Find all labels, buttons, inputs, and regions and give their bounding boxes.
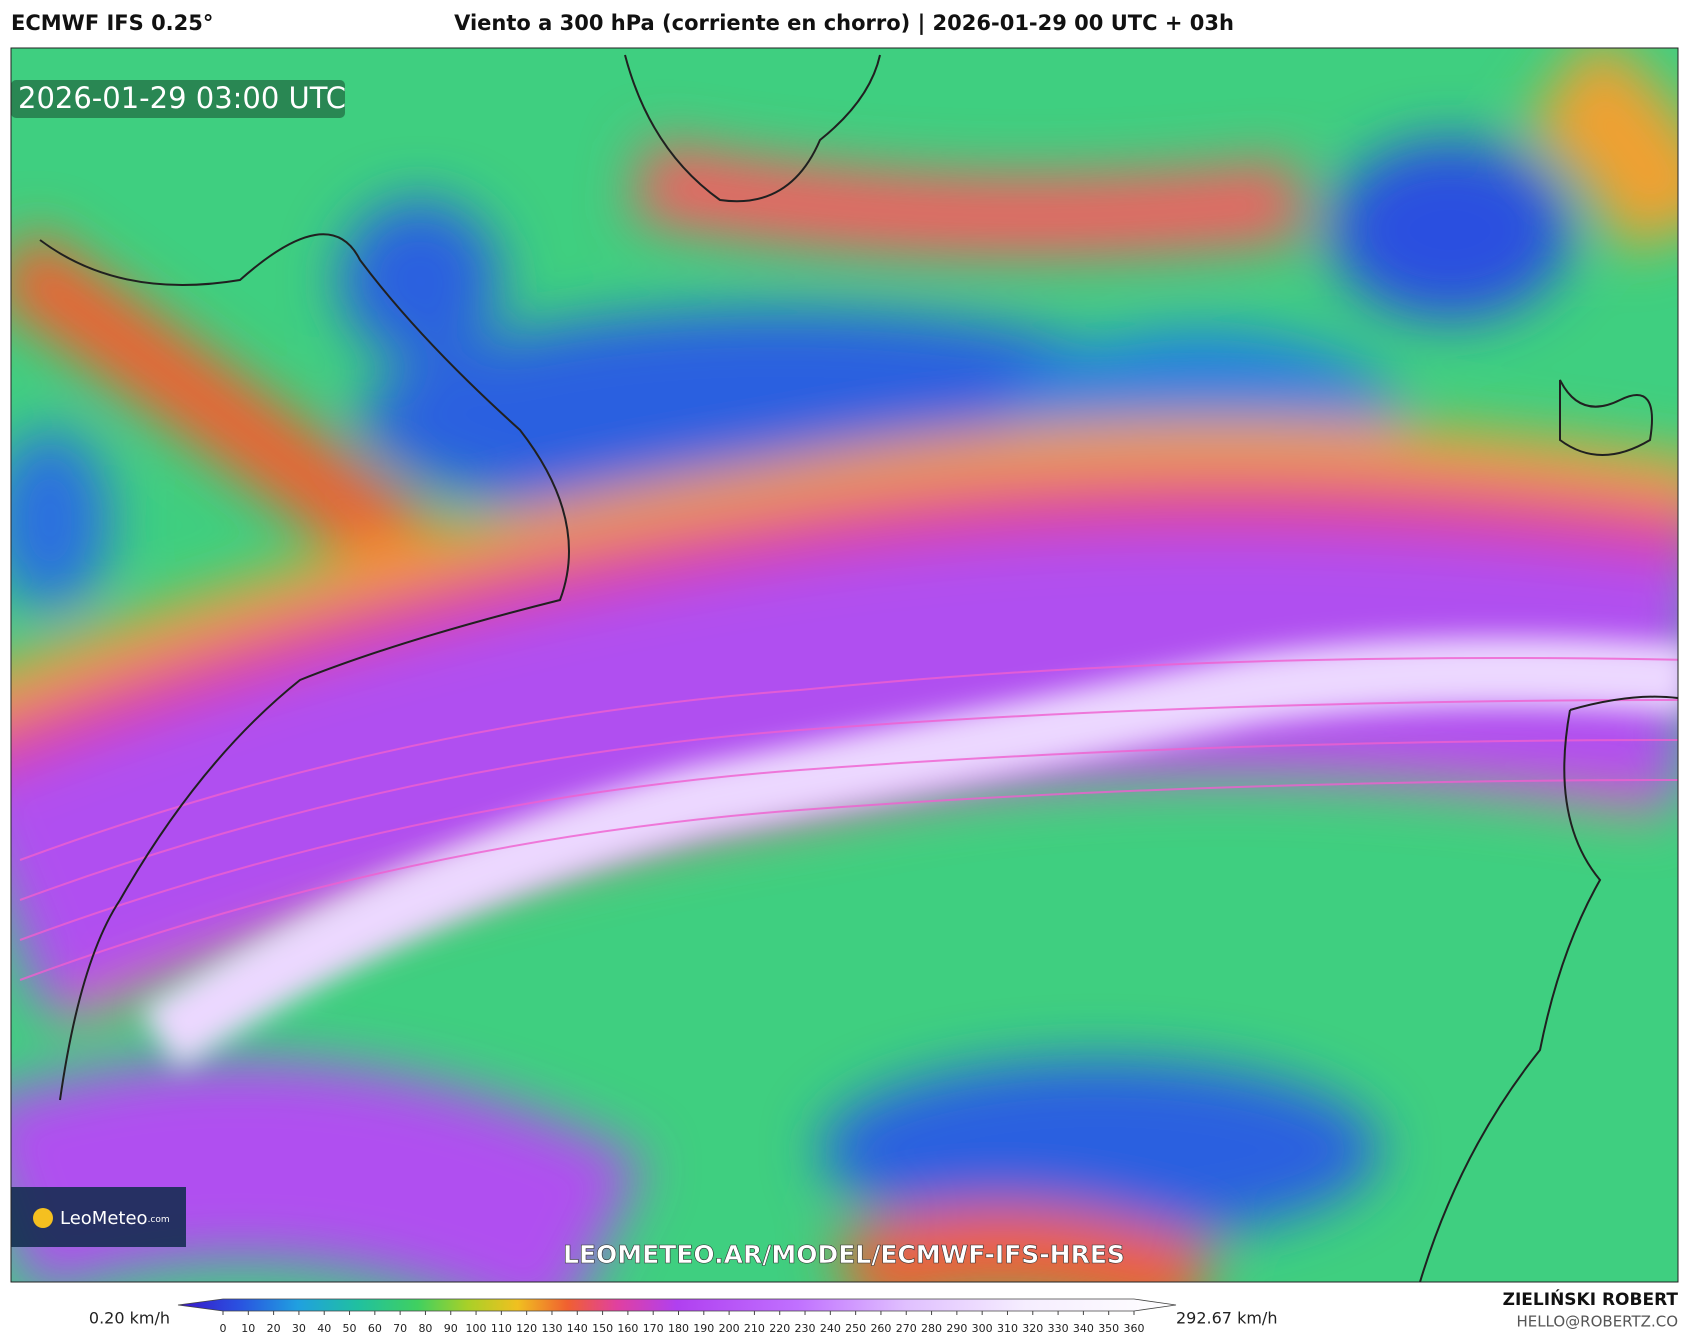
colorbar-tick-label: 170 (643, 1322, 664, 1335)
colorbar-tick-label: 360 (1124, 1322, 1145, 1335)
colorbar-tick-label: 150 (592, 1322, 613, 1335)
colorbar-min: 0.20 km/h (89, 1309, 170, 1328)
colorbar-tick-label: 0 (220, 1322, 227, 1335)
colorbar-tick-label: 230 (795, 1322, 816, 1335)
colorbar-tick-label: 160 (617, 1322, 638, 1335)
colorbar-tick-label: 300 (972, 1322, 993, 1335)
map-frame (10, 47, 1679, 1283)
timestamp: 2026-01-29 03:00 UTC (18, 81, 346, 115)
colorbar-tick-label: 80 (418, 1322, 432, 1335)
colorbar-tick-label: 30 (292, 1322, 306, 1335)
wind-shading (11, 48, 1678, 1282)
colorbar-max: 292.67 km/h (1176, 1309, 1277, 1328)
colorbar-tick-label: 10 (241, 1322, 255, 1335)
model-label: ECMWF IFS 0.25° (11, 11, 213, 35)
colorbar-tick-label: 260 (870, 1322, 891, 1335)
author: ZIELIŃSKI ROBERT (1503, 1288, 1679, 1310)
email: HELLO@ROBERTZ.CO (1516, 1313, 1678, 1331)
colorbar-tick-label: 90 (444, 1322, 458, 1335)
logo: LeoMeteo.com (60, 1208, 170, 1229)
colorbar-tick-label: 350 (1098, 1322, 1119, 1335)
colorbar-tick-label: 320 (1022, 1322, 1043, 1335)
wind-field: 2026-01-29 03:00 UTC LeoMeteo.com LEOMET… (11, 48, 1678, 1282)
colorbar-tick-label: 60 (368, 1322, 382, 1335)
coastlines (39, 54, 1678, 1282)
jet-core (140, 637, 1678, 1070)
colorbar-tick-label: 140 (567, 1322, 588, 1335)
colorbar-tick-label: 130 (541, 1322, 562, 1335)
colorbar-tick-label: 100 (466, 1322, 487, 1335)
colorbar-tick-label: 40 (317, 1322, 331, 1335)
colorbar-tick-label: 70 (393, 1322, 407, 1335)
logo-suffix: .com (148, 1215, 170, 1225)
colorbar-tick-label: 240 (820, 1322, 841, 1335)
title: Viento a 300 hPa (corriente en chorro) |… (454, 11, 1234, 36)
colorbar-tick-label: 180 (668, 1322, 689, 1335)
colorbar-tick-label: 220 (769, 1322, 790, 1335)
colorbar-tick-label: 330 (1048, 1322, 1069, 1335)
colorbar-tick-label: 210 (744, 1322, 765, 1335)
colorbar-tick-label: 110 (491, 1322, 512, 1335)
colorbar-tick-label: 340 (1073, 1322, 1094, 1335)
colorbar-tick-label: 290 (946, 1322, 967, 1335)
streamlines (19, 657, 1678, 981)
colorbar-tick-label: 20 (267, 1322, 281, 1335)
colorbar-tick-label: 310 (997, 1322, 1018, 1335)
colorbar-tick-label: 120 (516, 1322, 537, 1335)
logo-text: LeoMeteo (60, 1208, 148, 1229)
watermark: LEOMETEO.AR/MODEL/ECMWF-IFS-HRES (563, 1240, 1125, 1269)
colorbar (177, 1298, 1177, 1312)
colorbar-tick-label: 280 (921, 1322, 942, 1335)
colorbar-tick-label: 200 (719, 1322, 740, 1335)
colorbar-tick-label: 50 (343, 1322, 357, 1335)
timestamp-box (11, 80, 345, 118)
colorbar-tick-label: 190 (693, 1322, 714, 1335)
logo-sun (33, 1208, 53, 1228)
colorbar-tick-label: 250 (845, 1322, 866, 1335)
colorbar-tick-label: 270 (896, 1322, 917, 1335)
